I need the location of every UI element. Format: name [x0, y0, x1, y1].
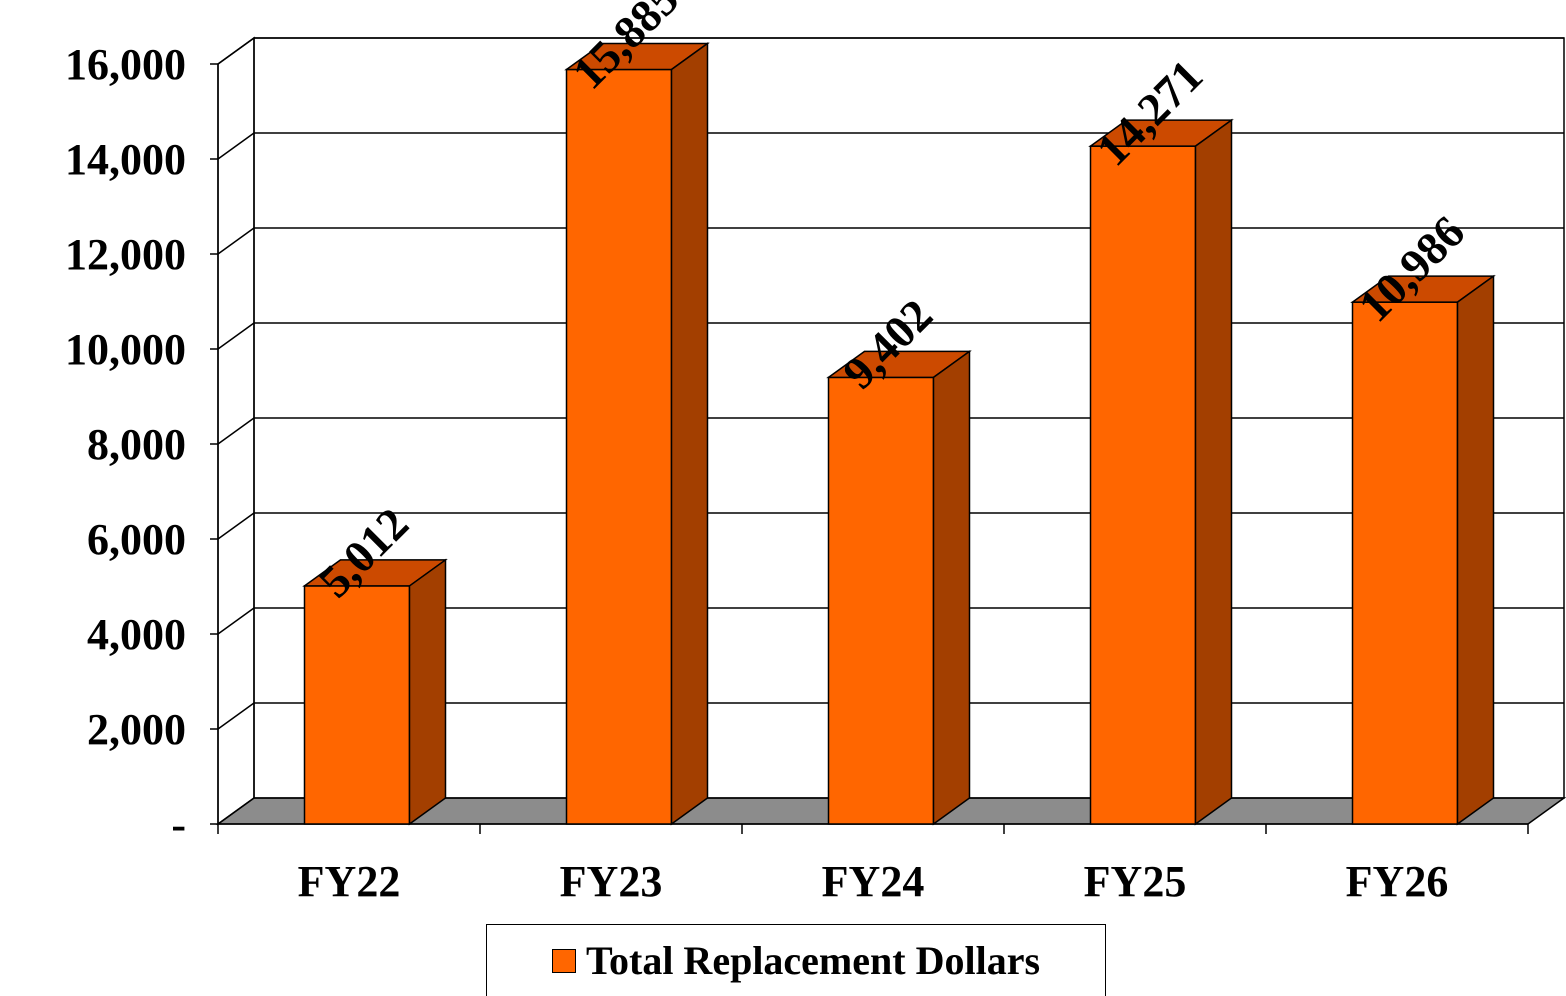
- bar-side: [932, 349, 971, 826]
- axes: - 2,000 4,000 6,000 8,000 10,000 12,000 14,000 1…: [65, 40, 1529, 906]
- gridline-side: [217, 607, 255, 635]
- y-tick-label: 8,000: [87, 420, 186, 469]
- y-tick-label: 16,000: [65, 40, 186, 89]
- bar-chart: - 2,000 4,000 6,000 8,000 10,000 12,000 14,000 1…: [65, 0, 1566, 906]
- bar-fy22: [302, 558, 448, 826]
- y-tick-label: 4,000: [87, 610, 186, 659]
- bar-side: [670, 41, 709, 826]
- y-tick-label: 14,000: [65, 135, 186, 184]
- bar-front: [303, 585, 411, 825]
- legend-swatch: [551, 948, 576, 973]
- bar-fy23: [564, 41, 710, 826]
- bar-side: [1456, 274, 1495, 826]
- x-tick-label: FY23: [560, 857, 663, 906]
- y-tick-label: 6,000: [87, 515, 186, 564]
- gridline-side: [217, 512, 255, 540]
- bar-fy24: [826, 349, 972, 826]
- x-tick-label: FY24: [822, 857, 925, 906]
- bar-front: [827, 376, 935, 825]
- bar-front: [565, 68, 673, 825]
- y-tick-label: 10,000: [65, 325, 186, 374]
- gridline-side: [217, 227, 255, 255]
- x-tick-label: FY26: [1346, 857, 1449, 906]
- x-tick-label: FY25: [1084, 857, 1187, 906]
- bar-side: [408, 558, 447, 826]
- bars: [302, 41, 1496, 826]
- bar-fy26: [1350, 274, 1496, 826]
- bar-fy25: [1088, 118, 1234, 826]
- y-tick-label: -: [171, 800, 186, 849]
- gridline-side: [217, 322, 255, 350]
- legend-label: Total Replacement Dollars: [585, 938, 1041, 983]
- bar-front: [1089, 145, 1197, 825]
- y-tick-label: 12,000: [65, 230, 186, 279]
- gridline-side: [217, 702, 255, 730]
- x-tick-label: FY22: [298, 857, 401, 906]
- bar-front: [1351, 301, 1459, 825]
- y-tick-label: 2,000: [87, 705, 186, 754]
- gridline-side: [217, 132, 255, 160]
- gridline-side: [217, 37, 255, 65]
- bar-side: [1194, 118, 1233, 826]
- legend: Total Replacement Dollars: [486, 924, 1106, 996]
- gridline-side: [217, 417, 255, 445]
